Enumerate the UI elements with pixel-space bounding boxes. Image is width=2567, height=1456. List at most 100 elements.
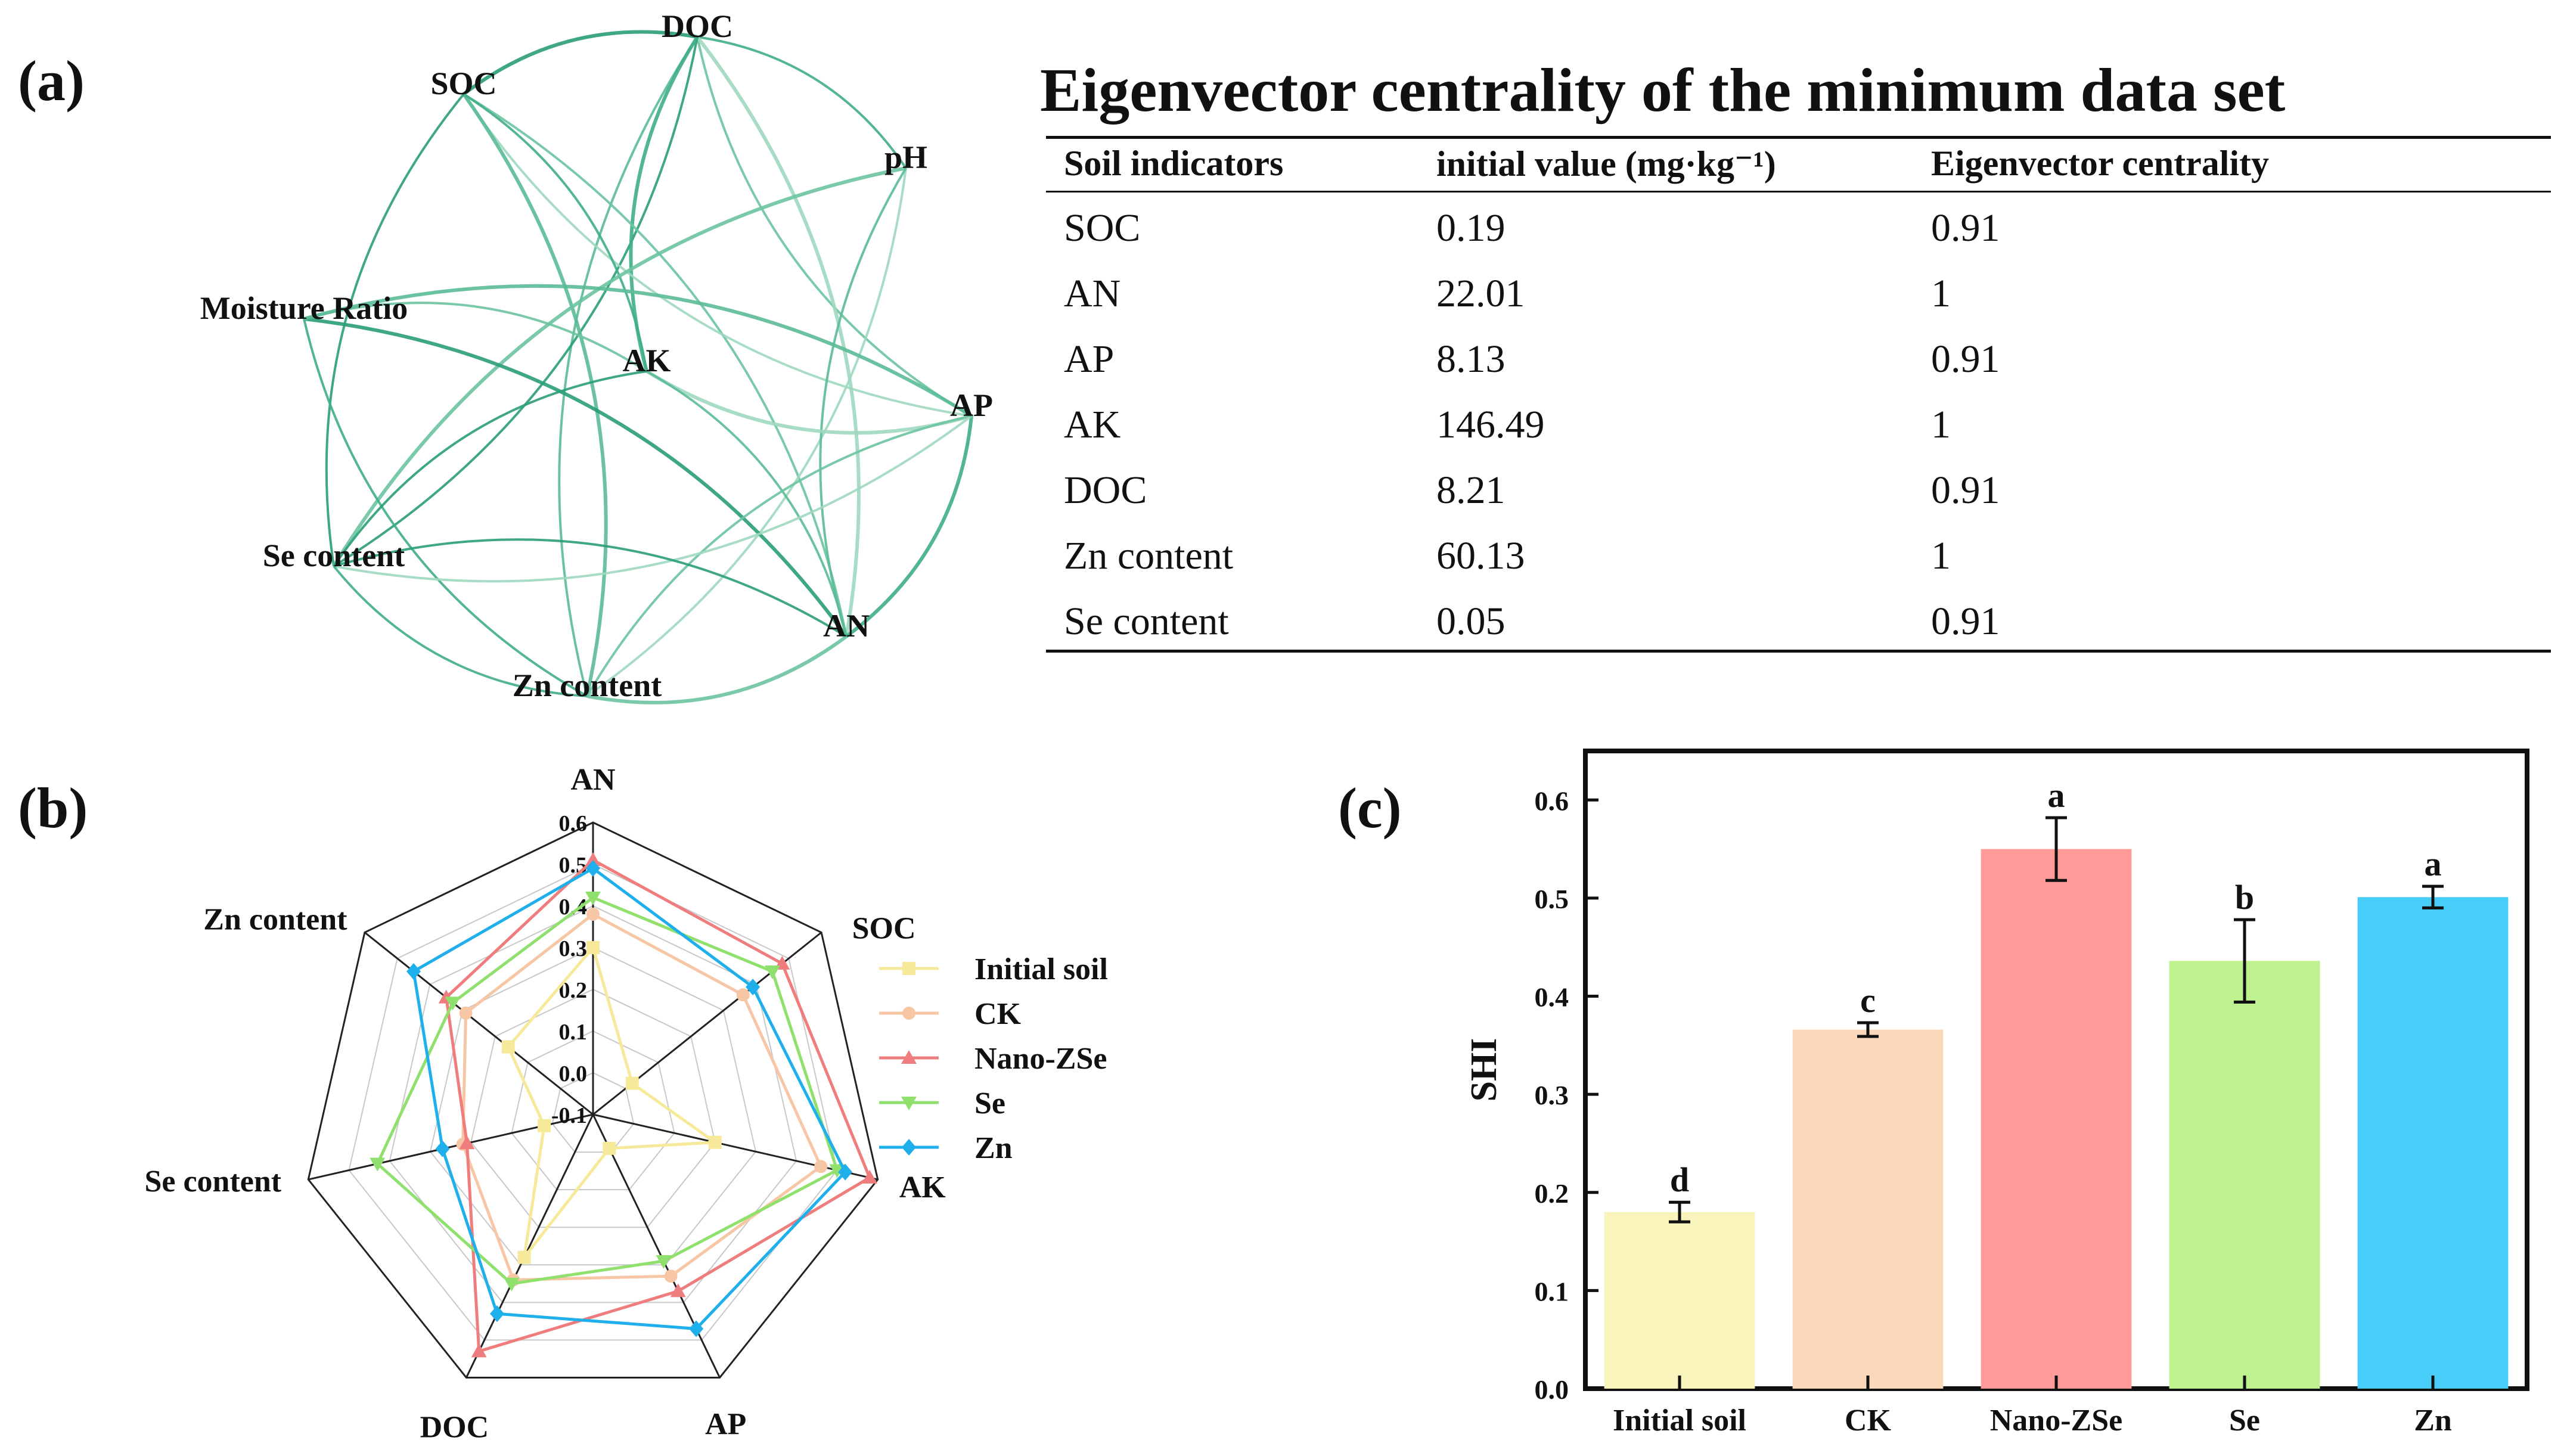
network-diagram: DOC SOC pH Moisture Ratio AK AP Se content AN Zn… bbox=[200, 8, 993, 704]
radar-point-se-ak bbox=[829, 1164, 845, 1178]
network-edge-doc-zn-content bbox=[558, 36, 699, 697]
error-bar-ck bbox=[1857, 1021, 1879, 1038]
network-edge-ak-an bbox=[646, 370, 848, 637]
network-edge-soc-se-content bbox=[325, 93, 465, 567]
radar-point-ck-an bbox=[586, 908, 600, 921]
legend-marker-ck bbox=[902, 1007, 915, 1020]
network-edge-ph-se-content bbox=[332, 166, 907, 567]
table-header-3: Eigenvector centrality bbox=[1931, 144, 2270, 183]
error-bar-nano-zse bbox=[2045, 816, 2067, 882]
radar-point-zn-ap bbox=[689, 1320, 704, 1337]
table-cell-r2-c3: 1 bbox=[1931, 272, 1951, 315]
radar-scale-tick: 0.4 bbox=[559, 895, 588, 920]
significance-letter-initial-soil: d bbox=[1670, 1160, 1689, 1199]
radar-scale-tick: 0.6 bbox=[559, 811, 588, 836]
radar-point-se-soc bbox=[765, 965, 781, 979]
network-edge-doc-ap bbox=[696, 36, 973, 417]
table-cell-r3-c3: 0.91 bbox=[1931, 337, 2000, 381]
y-tick-label: 0.3 bbox=[1535, 1080, 1569, 1110]
radar-axis-label-ak: AK bbox=[899, 1171, 946, 1204]
y-tick-label: 0.4 bbox=[1535, 982, 1569, 1013]
network-node-zn-content: Zn content bbox=[513, 668, 662, 703]
table-cell-r6-c1: Zn content bbox=[1064, 534, 1234, 578]
bar-zn bbox=[2357, 897, 2509, 1389]
bar-nano-zse bbox=[1981, 849, 2132, 1389]
radar-axis-label-ap: AP bbox=[705, 1407, 746, 1441]
network-node-ak: AK bbox=[623, 343, 671, 378]
table-header-2: initial value (mg·kg⁻¹) bbox=[1436, 144, 1776, 184]
bar-se bbox=[2169, 961, 2320, 1389]
radar-grid-ring-5 bbox=[389, 905, 797, 1303]
radar-point-se-doc bbox=[504, 1277, 520, 1292]
radar-scale-tick: -0.1 bbox=[551, 1103, 587, 1128]
radar-grid-ring-3 bbox=[470, 988, 716, 1228]
radar-point-zn-an bbox=[586, 860, 600, 877]
table-bottom-rule bbox=[1046, 650, 2551, 653]
legend-marker-se bbox=[901, 1097, 917, 1110]
radar-axis-label-doc: DOC bbox=[420, 1410, 489, 1444]
table-cell-r1-c2: 0.19 bbox=[1436, 206, 1506, 250]
table-cell-r2-c1: AN bbox=[1064, 272, 1121, 315]
network-node-doc: DOC bbox=[662, 8, 733, 44]
radar-grid-ring-2 bbox=[511, 1030, 675, 1191]
error-bar-initial-soil bbox=[1669, 1200, 1690, 1224]
table-cell-r4-c1: AK bbox=[1064, 403, 1121, 446]
network-edge-ph-an bbox=[819, 167, 907, 637]
radar-axis-label-se-content: Se content bbox=[144, 1165, 281, 1199]
legend-label-zn: Zn bbox=[974, 1131, 1013, 1165]
table-cell-r7-c2: 0.05 bbox=[1436, 600, 1506, 643]
panel-label-a: (a) bbox=[18, 49, 85, 113]
radar-point-ck-soc bbox=[736, 988, 750, 1002]
table-title: Eigenvector centrality of the minimum da… bbox=[1040, 56, 2286, 125]
network-node-moisture-ratio: Moisture Ratio bbox=[200, 290, 408, 326]
table-cell-r3-c1: AP bbox=[1064, 337, 1115, 381]
x-tick-label-ck: CK bbox=[1845, 1404, 1892, 1438]
x-tick-label-zn: Zn bbox=[2414, 1404, 2452, 1438]
network-edge-doc-ph bbox=[697, 36, 907, 169]
bar-ck bbox=[1792, 1029, 1944, 1389]
radar-grid-ring-1 bbox=[551, 1072, 635, 1153]
significance-letter-nano-zse: a bbox=[2048, 776, 2065, 815]
network-node-soc: SOC bbox=[430, 66, 496, 101]
y-tick-label: 0.5 bbox=[1535, 884, 1569, 914]
network-node-an: AN bbox=[823, 608, 870, 644]
network-edge-se-content-zn-content bbox=[333, 565, 588, 697]
radar-point-nano-zse-ap bbox=[670, 1283, 686, 1297]
radar-point-initial-soil-zn-content bbox=[501, 1040, 515, 1054]
radar-point-initial-soil-an bbox=[586, 941, 600, 954]
radar-spoke-doc bbox=[465, 1114, 594, 1379]
radar-spoke-ak bbox=[592, 1113, 879, 1181]
radar-point-ck-zn-content bbox=[459, 1006, 473, 1020]
panel-label-c: (c) bbox=[1338, 776, 1402, 840]
radar-grid-ring-7 bbox=[307, 821, 879, 1379]
network-edge-ph-zn-content bbox=[586, 167, 907, 697]
network-edge-se-content-an bbox=[333, 538, 848, 638]
network-edge-doc-an bbox=[696, 36, 861, 637]
radar-series-initial-soil bbox=[506, 944, 719, 1263]
radar-point-zn-soc bbox=[746, 979, 761, 996]
network-edge-doc-se-content bbox=[333, 36, 699, 567]
radar-point-initial-soil-se-content bbox=[538, 1119, 551, 1132]
radar-point-initial-soil-ak bbox=[708, 1135, 722, 1149]
radar-point-ck-ak bbox=[814, 1160, 828, 1174]
network-node-ap: AP bbox=[950, 387, 993, 423]
radar-point-zn-se-content bbox=[435, 1140, 450, 1157]
significance-letter-zn: a bbox=[2425, 845, 2442, 883]
table-cell-r4-c2: 146.49 bbox=[1436, 403, 1545, 446]
radar-point-nano-zse-an bbox=[585, 852, 601, 866]
radar-point-se-ap bbox=[656, 1255, 672, 1269]
radar-point-zn-zn-content bbox=[406, 963, 421, 980]
table-cell-r5-c3: 0.91 bbox=[1931, 468, 2000, 512]
x-tick-label-nano-zse: Nano-ZSe bbox=[1990, 1404, 2122, 1438]
table-cell-r3-c2: 8.13 bbox=[1436, 337, 1506, 381]
table-cell-r7-c1: Se content bbox=[1064, 600, 1229, 643]
y-axis-label: SHI bbox=[1464, 1038, 1504, 1102]
error-bar-zn bbox=[2422, 884, 2444, 909]
table-cell-r1-c3: 0.91 bbox=[1931, 206, 2000, 250]
table-header-1: Soil indicators bbox=[1064, 144, 1284, 183]
table-cell-r1-c1: SOC bbox=[1064, 206, 1141, 250]
network-edge-soc-ap bbox=[463, 93, 972, 417]
radar-scale-tick: 0.0 bbox=[559, 1061, 588, 1086]
table-cell-r7-c3: 0.91 bbox=[1931, 600, 2000, 643]
